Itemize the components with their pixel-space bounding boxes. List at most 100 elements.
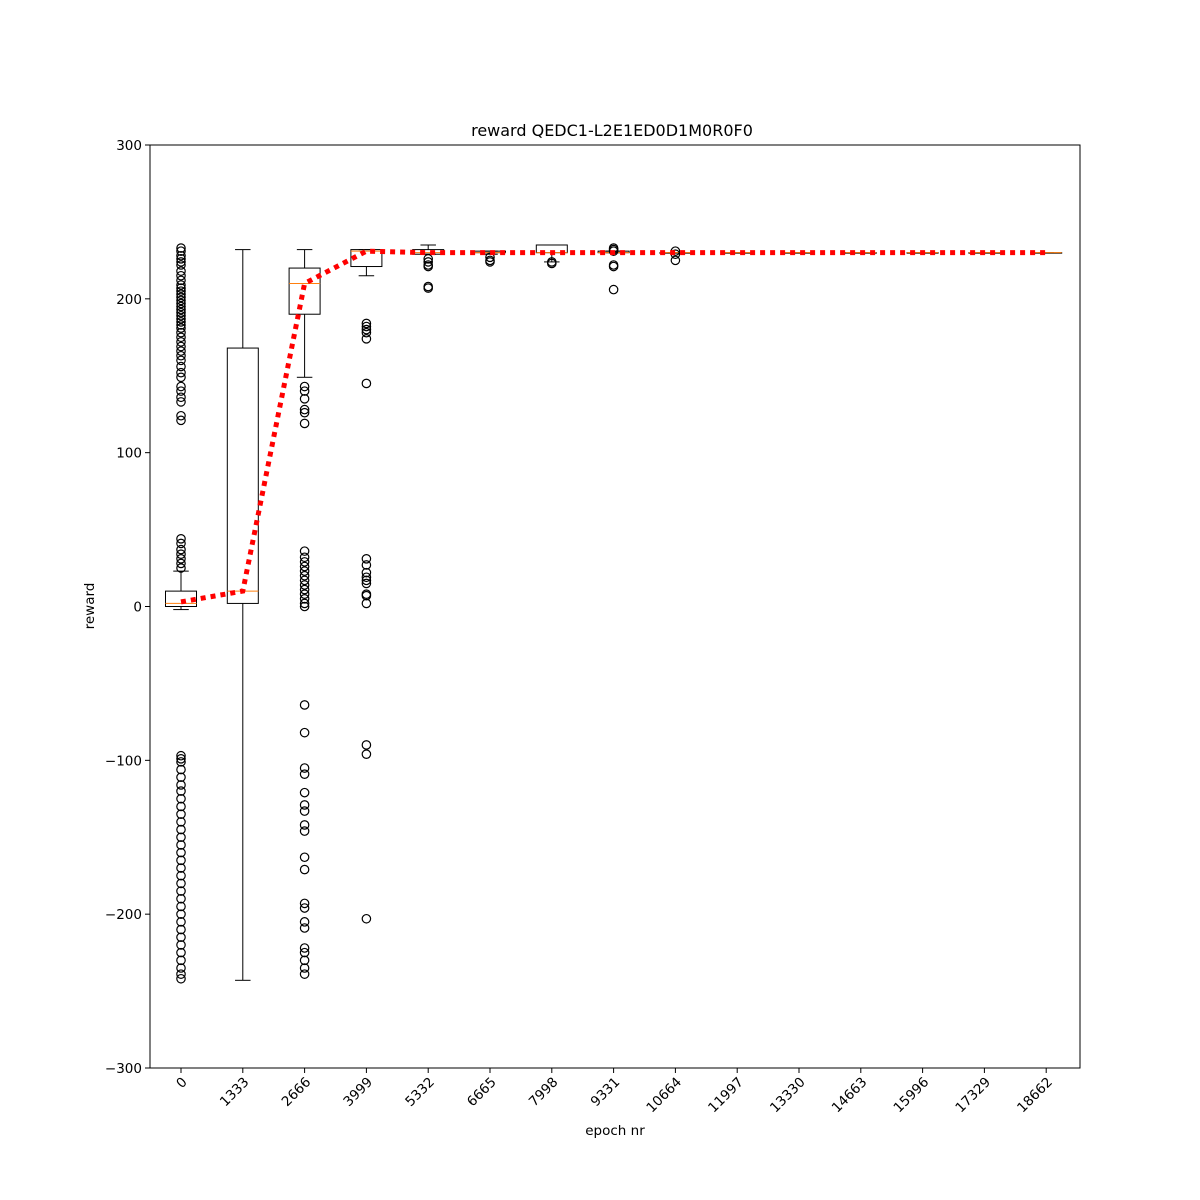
x-tick-label: 15996	[891, 1074, 933, 1116]
outlier-point	[176, 355, 186, 366]
box-group	[350, 249, 383, 924]
outlier-point	[176, 886, 186, 896]
outlier-point	[176, 397, 186, 407]
outlier-point	[176, 341, 186, 352]
outlier-point	[361, 327, 372, 338]
outlier-point	[176, 304, 186, 315]
outlier-point	[176, 257, 186, 267]
x-tick-label: 3999	[340, 1074, 376, 1110]
outlier-point	[299, 386, 310, 396]
outlier-point	[299, 546, 310, 556]
outlier-point	[361, 740, 372, 750]
outlier-point	[176, 538, 186, 549]
y-tick-label: −200	[105, 907, 142, 923]
outlier-point	[361, 590, 372, 601]
outlier-point	[176, 973, 186, 984]
outlier-point	[299, 407, 310, 418]
outlier-point	[176, 381, 186, 392]
outlier-point	[176, 753, 186, 764]
outlier-point	[299, 826, 310, 836]
outlier-point	[423, 283, 433, 293]
outlier-point	[299, 580, 310, 590]
x-tick-label: 14663	[829, 1074, 871, 1116]
outlier-point	[176, 298, 186, 309]
outlier-point	[299, 394, 310, 404]
outlier-point	[299, 570, 310, 581]
outlier-point	[299, 594, 310, 604]
outlier-point	[176, 270, 186, 281]
outlier-point	[608, 261, 619, 272]
outlier-point	[176, 289, 186, 300]
outlier-point	[361, 575, 372, 586]
outlier-point	[176, 863, 186, 873]
outlier-point	[361, 749, 372, 759]
outlier-point	[176, 544, 186, 555]
outlier-point	[176, 955, 186, 966]
outlier-point	[176, 254, 186, 264]
outlier-point	[176, 549, 186, 559]
outlier-point	[361, 578, 372, 589]
outlier-point	[299, 404, 310, 415]
outlier-point	[299, 727, 310, 738]
y-axis-label: reward	[82, 583, 98, 630]
box-group	[783, 252, 815, 254]
outlier-point	[176, 563, 186, 573]
box-group	[412, 244, 445, 293]
outlier-point	[176, 332, 186, 343]
outlier-point	[361, 913, 372, 924]
outlier-point	[176, 757, 186, 767]
y-axis: −300 −200 −100 0 100 200 300	[105, 138, 150, 1077]
outlier-point	[299, 601, 310, 612]
box-group	[535, 244, 568, 269]
outlier-point	[176, 301, 186, 312]
box-group	[659, 246, 692, 266]
outlier-point	[176, 295, 186, 306]
outlier-point	[299, 381, 310, 392]
x-tick-label: 9331	[588, 1074, 624, 1110]
outlier-point	[176, 250, 186, 261]
outlier-point	[176, 750, 186, 761]
outlier-point	[361, 572, 372, 583]
outlier-point	[176, 840, 186, 850]
outlier-point	[299, 947, 310, 958]
outlier-point	[299, 898, 310, 909]
outlier-point	[176, 410, 186, 421]
outlier-point	[176, 246, 186, 256]
outlier-point	[546, 258, 557, 269]
outlier-point	[361, 598, 372, 609]
outlier-point	[299, 923, 310, 933]
x-tick-label: 7998	[526, 1074, 562, 1110]
x-tick-label: 11997	[705, 1074, 747, 1116]
outlier-point	[299, 917, 310, 927]
outlier-point	[299, 584, 310, 595]
x-tick-label: 17329	[952, 1074, 994, 1116]
outlier-point	[176, 772, 186, 783]
y-tick-label: 200	[116, 292, 142, 308]
outlier-point	[361, 334, 372, 344]
outlier-point	[176, 558, 186, 569]
outlier-point	[176, 283, 186, 293]
y-tick-label: −300	[105, 1061, 142, 1077]
x-tick-label: 10664	[643, 1074, 685, 1116]
outlier-point	[176, 901, 186, 912]
outlier-point	[176, 940, 186, 950]
outlier-point	[299, 820, 310, 830]
outlier-point	[176, 786, 186, 796]
plot-area	[149, 144, 1081, 1069]
outlier-point	[361, 324, 372, 335]
outlier-point	[176, 909, 186, 919]
outlier-point	[299, 969, 310, 979]
x-tick-label: 18662	[1014, 1074, 1056, 1116]
outlier-point	[176, 392, 186, 403]
outlier-point	[176, 292, 186, 303]
outlier-point	[176, 310, 186, 321]
x-tick-label: 13330	[767, 1074, 809, 1116]
outlier-point	[176, 847, 186, 858]
box-group	[1030, 252, 1063, 254]
x-tick-label: 6665	[464, 1074, 500, 1110]
outlier-point	[176, 832, 186, 843]
outlier-point	[423, 261, 433, 272]
outlier-point	[176, 314, 186, 324]
outlier-point	[423, 254, 433, 264]
